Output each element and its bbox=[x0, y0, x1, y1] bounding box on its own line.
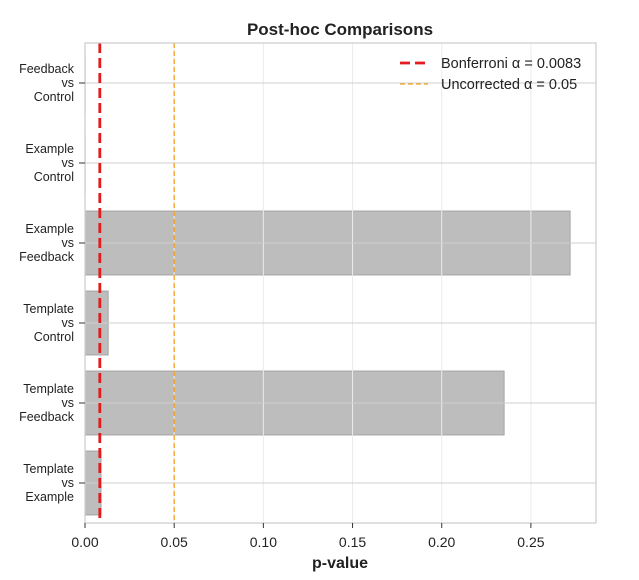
axis-layer: 0.00 0.05 0.10 0.15 0.20 0.25 Feedback vs Contro… bbox=[19, 62, 545, 550]
y-tick-label: Example vs Feedback bbox=[19, 222, 75, 264]
plot-frame bbox=[84, 42, 597, 524]
x-tick-label: 0.20 bbox=[428, 534, 455, 550]
y-tick-label: Template vs Feedback bbox=[19, 382, 75, 424]
y-tick-label: Template vs Control bbox=[23, 302, 74, 344]
reference-lines bbox=[98, 43, 175, 523]
y-tick-label: Feedback vs Control bbox=[19, 62, 75, 104]
legend: Bonferroni α = 0.0083 Uncorrected α = 0.0… bbox=[400, 56, 581, 93]
bars-layer bbox=[84, 50, 571, 516]
y-tick-label: Example vs Control bbox=[25, 142, 74, 184]
grid-layer bbox=[84, 43, 596, 523]
x-axis-label: p-value bbox=[312, 555, 368, 572]
y-tick-label: Template vs Example bbox=[23, 462, 74, 504]
x-tick-label: 0.25 bbox=[517, 534, 544, 550]
x-tick-label: 0.05 bbox=[161, 534, 188, 550]
legend-uncorrected-label: Uncorrected α = 0.05 bbox=[441, 77, 577, 93]
x-tick-label: 0.15 bbox=[339, 534, 366, 550]
x-tick-label: 0.00 bbox=[71, 534, 98, 550]
chart-title: Post-hoc Comparisons bbox=[247, 20, 433, 39]
legend-bonferroni-label: Bonferroni α = 0.0083 bbox=[441, 56, 581, 72]
x-tick-label: 0.10 bbox=[250, 534, 277, 550]
